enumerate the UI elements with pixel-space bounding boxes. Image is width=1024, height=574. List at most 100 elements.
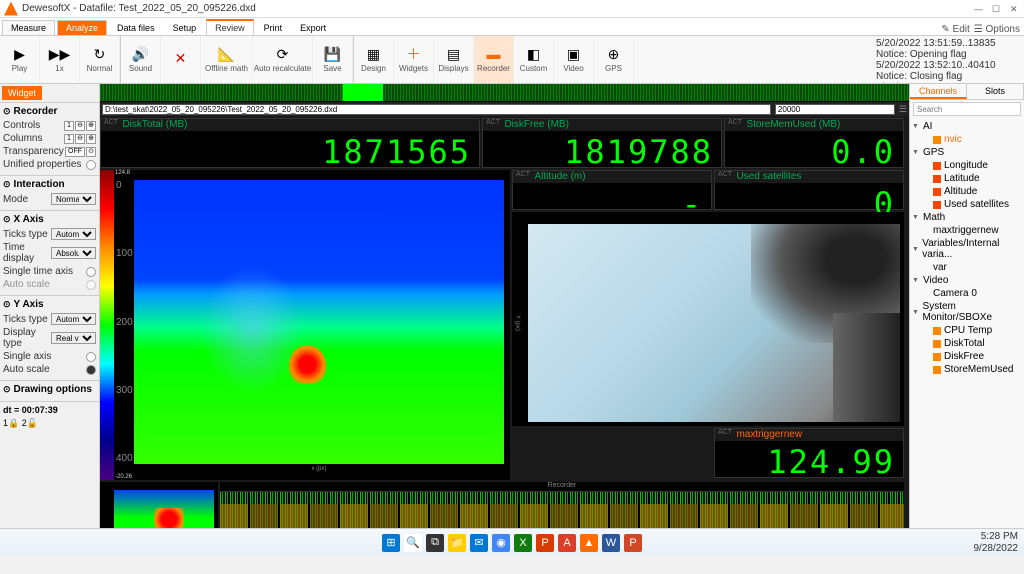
path-menu-icon[interactable]: ☰ — [899, 104, 907, 115]
maximize-icon[interactable]: ☐ — [992, 4, 1002, 14]
tab-export[interactable]: Export — [292, 21, 334, 35]
channel-search-input[interactable] — [913, 102, 1021, 116]
tree-node[interactable]: ▼AI — [912, 120, 1022, 133]
y-autoscale-checkbox[interactable] — [86, 365, 96, 375]
widgets-button[interactable]: ＋Widgets — [394, 36, 434, 83]
xaxis-title: ⊙ X Axis — [3, 214, 96, 225]
tab-slots[interactable]: Slots — [967, 84, 1024, 99]
tree-node[interactable]: var — [912, 261, 1022, 274]
tree-node[interactable]: Used satellites — [912, 198, 1022, 211]
xcursor-button[interactable]: ✕ — [161, 36, 201, 83]
taskbar-app[interactable]: ⧉ — [426, 534, 444, 552]
numeric-display[interactable]: ACT Used satellites0 — [714, 170, 904, 210]
file-path-input[interactable] — [102, 104, 771, 115]
tab-channels[interactable]: Channels — [910, 84, 967, 99]
channel-icon — [933, 201, 941, 209]
tree-node[interactable]: ▼Math — [912, 211, 1022, 224]
numeric-display[interactable]: ACT DiskTotal (MB)1871565 — [100, 118, 480, 168]
tree-node[interactable]: ▼System Monitor/SBOXe — [912, 300, 1022, 324]
taskbar-app[interactable]: P — [536, 534, 554, 552]
play-button[interactable]: ▶Play — [0, 36, 40, 83]
tree-node[interactable]: ▼Variables/Internal varia... — [912, 237, 1022, 261]
expand-icon[interactable]: ▼ — [912, 309, 920, 316]
numeric-display[interactable]: ACT StoreMemUsed (MB)0.0 — [724, 118, 904, 168]
tree-node[interactable]: maxtriggernew — [912, 224, 1022, 237]
normal-button[interactable]: ↻Normal — [80, 36, 120, 83]
thermal-thumbnail[interactable] — [100, 482, 218, 528]
taskbar-app[interactable]: P — [624, 534, 642, 552]
value-input[interactable] — [775, 104, 895, 115]
offline-math-button[interactable]: 📐Offline math — [201, 36, 253, 83]
taskbar-app[interactable]: 🔍 — [404, 534, 422, 552]
singleaxis-checkbox[interactable] — [86, 352, 96, 362]
thermal-display[interactable]: 124.8-20.260100200300400x (px) — [100, 170, 510, 480]
tab-setup[interactable]: Setup — [165, 21, 205, 35]
tree-node[interactable]: Latitude — [912, 172, 1022, 185]
x-autoscale-checkbox[interactable] — [86, 280, 96, 290]
expand-icon[interactable]: ▼ — [912, 123, 920, 130]
unified-checkbox[interactable] — [86, 160, 96, 170]
plus-icon: ＋ — [406, 46, 422, 62]
expand-icon[interactable]: ▼ — [912, 277, 920, 284]
mode-select[interactable]: Normal — [51, 193, 96, 205]
numeric-display[interactable]: ACT maxtriggernew124.99 — [714, 428, 904, 478]
recorder-button[interactable]: ▬Recorder — [474, 36, 514, 83]
controls-inc[interactable]: ⊕ — [86, 121, 96, 131]
video-button[interactable]: ▣Video — [554, 36, 594, 83]
controls-dec[interactable]: ⊖ — [75, 121, 85, 131]
sound-button[interactable]: 🔊Sound — [121, 36, 161, 83]
transparency-toggle[interactable]: ⊙ — [86, 147, 96, 157]
expand-icon[interactable]: ▼ — [912, 246, 919, 253]
design-button[interactable]: ▦Design — [354, 36, 394, 83]
columns-inc[interactable]: ⊕ — [86, 134, 96, 144]
recorder-strip[interactable]: Recorder12:22:02:33112:23:12:33112:24:22… — [220, 482, 904, 528]
options-link[interactable]: ☰ Options — [974, 24, 1020, 35]
video-display[interactable]: Y (px) — [512, 212, 904, 426]
taskbar-app[interactable]: ✉ — [470, 534, 488, 552]
edit-link[interactable]: ✎ Edit — [941, 24, 969, 35]
taskbar-app[interactable]: ▲ — [580, 534, 598, 552]
tab-measure[interactable]: Measure — [2, 20, 55, 35]
auto-recalc-button[interactable]: ⟳Auto recalculate — [253, 36, 313, 83]
timeline-overview[interactable] — [100, 84, 909, 102]
timedisplay-select[interactable]: Absolute (loc — [51, 247, 96, 259]
taskbar-app[interactable]: ⊞ — [382, 534, 400, 552]
tree-node[interactable]: DiskTotal — [912, 337, 1022, 350]
fast-forward-icon: ▶▶ — [52, 46, 68, 62]
tree-node[interactable]: StoreMemUsed — [912, 363, 1022, 376]
close-icon[interactable]: ✕ — [1010, 4, 1020, 14]
numeric-display[interactable]: ACT DiskFree (MB)1819788 — [482, 118, 722, 168]
numeric-display[interactable]: ACT Altitude (m)- — [512, 170, 712, 210]
expand-icon[interactable]: ▼ — [912, 214, 920, 221]
displays-button[interactable]: ▤Displays — [434, 36, 474, 83]
speed-button[interactable]: ▶▶1x — [40, 36, 80, 83]
taskbar-app[interactable]: 📁 — [448, 534, 466, 552]
displaytype-select[interactable]: Real value — [51, 332, 96, 344]
columns-dec[interactable]: ⊖ — [75, 134, 85, 144]
save-button[interactable]: 💾Save — [313, 36, 353, 83]
tree-node[interactable]: Longitude — [912, 159, 1022, 172]
tree-node[interactable]: nvic — [912, 133, 1022, 146]
taskbar-app[interactable]: X — [514, 534, 532, 552]
tab-review[interactable]: Review — [206, 19, 254, 35]
taskbar-app[interactable]: ◉ — [492, 534, 510, 552]
tree-node[interactable]: ▼Video — [912, 274, 1022, 287]
tab-datafiles[interactable]: Data files — [109, 21, 163, 35]
tree-node[interactable]: Camera 0 — [912, 287, 1022, 300]
widget-tab[interactable]: Widget — [2, 86, 42, 100]
custom-button[interactable]: ◧Custom — [514, 36, 554, 83]
taskbar-app[interactable]: A — [558, 534, 576, 552]
tab-print[interactable]: Print — [256, 21, 291, 35]
tab-analyze[interactable]: Analyze — [57, 20, 107, 35]
tree-node[interactable]: Altitude — [912, 185, 1022, 198]
expand-icon[interactable]: ▼ — [912, 149, 920, 156]
tree-node[interactable]: ▼GPS — [912, 146, 1022, 159]
taskbar-app[interactable]: W — [602, 534, 620, 552]
tree-node[interactable]: DiskFree — [912, 350, 1022, 363]
tree-node[interactable]: CPU Temp — [912, 324, 1022, 337]
gps-button[interactable]: ⊕GPS — [594, 36, 634, 83]
minimize-icon[interactable]: — — [974, 4, 984, 14]
singletime-checkbox[interactable] — [86, 267, 96, 277]
xticks-select[interactable]: Automatic — [51, 228, 96, 240]
yticks-select[interactable]: Automatic — [51, 313, 96, 325]
